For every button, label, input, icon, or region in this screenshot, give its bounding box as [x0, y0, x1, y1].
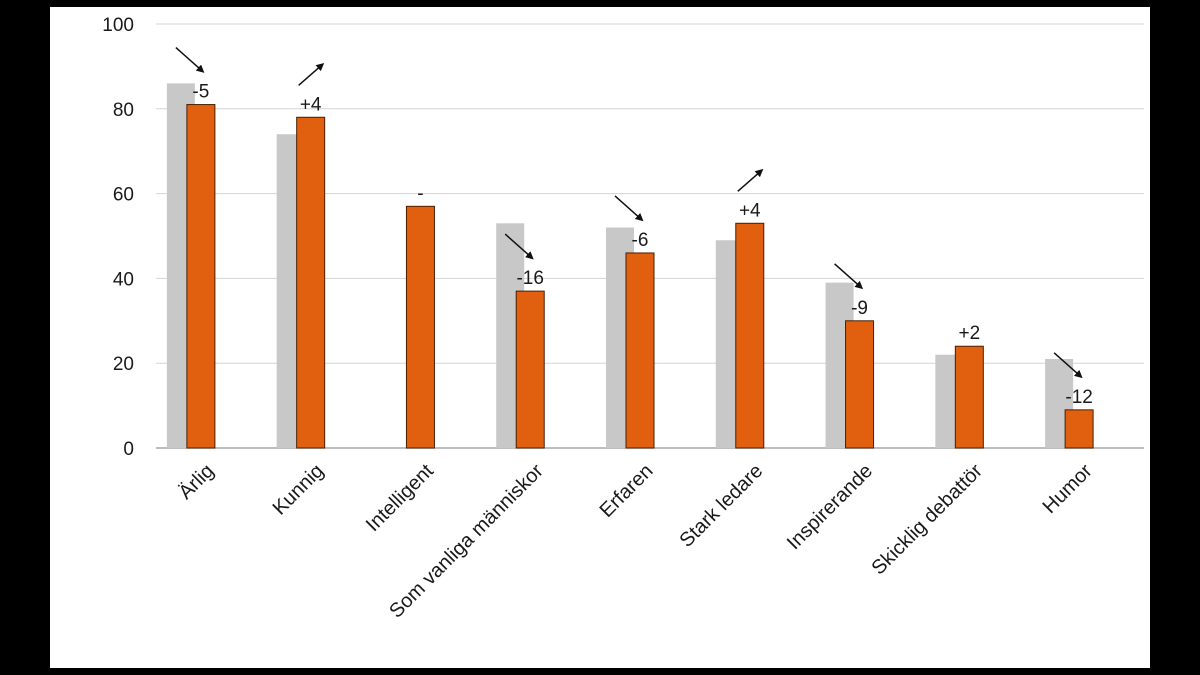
- change-label: -6: [632, 230, 649, 251]
- arrow-down-icon: [834, 263, 864, 290]
- bars: [166, 83, 1094, 449]
- change-label: +4: [300, 94, 322, 115]
- change-annotations: -5 +4 - -16 -6 +4 -9 +2 -12: [175, 46, 1093, 408]
- arrow-up-icon: [737, 168, 764, 192]
- arrow-up-icon: [298, 62, 325, 86]
- bar-current: [954, 345, 984, 449]
- x-tick-label: Intelligent: [362, 460, 438, 536]
- chart-frame: 0 20 40 60 80 100 -5 +4 - -16 -6 +4 -9 +2 -12 Ärlig Ku…: [50, 7, 1150, 668]
- change-label: -16: [516, 268, 543, 289]
- bar-current: [296, 116, 326, 449]
- change-label: +4: [739, 200, 761, 221]
- bar-current: [515, 290, 545, 449]
- bar-current: [845, 320, 875, 449]
- arrow-down-icon: [614, 195, 644, 222]
- bar-current: [625, 252, 655, 449]
- x-tick-label: Inspirerande: [783, 460, 877, 554]
- bar-current: [186, 104, 216, 449]
- bar-current: [1064, 409, 1094, 449]
- change-label: +2: [958, 323, 980, 344]
- arrow-down-icon: [175, 46, 205, 73]
- x-tick-label: Stark ledare: [675, 460, 767, 552]
- change-label: -9: [851, 298, 868, 319]
- bar-current: [735, 222, 765, 449]
- change-label: -5: [192, 82, 209, 103]
- change-label: -12: [1065, 387, 1092, 408]
- bar-chart: 0 20 40 60 80 100 -5 +4 - -16 -6 +4 -9 +2 -12 Ärlig Ku…: [102, 15, 1144, 623]
- x-tick-label: Humor: [1039, 460, 1097, 518]
- y-tick-label: 60: [113, 185, 134, 206]
- x-tick-label: Erfaren: [596, 460, 658, 522]
- y-tick-label: 80: [113, 100, 134, 121]
- arrow-down-icon: [504, 233, 534, 260]
- x-tick-label: Skicklig debattör: [868, 460, 988, 580]
- y-tick-label: 20: [113, 354, 134, 375]
- y-tick-label: 0: [123, 439, 134, 460]
- change-label: -: [417, 183, 423, 204]
- x-tick-label: Ärlig: [175, 460, 219, 504]
- arrow-down-icon: [1053, 352, 1083, 379]
- bar-current: [405, 205, 435, 449]
- y-tick-label: 40: [113, 269, 134, 290]
- y-tick-label: 100: [102, 15, 134, 36]
- x-tick-label: Kunnig: [269, 460, 329, 520]
